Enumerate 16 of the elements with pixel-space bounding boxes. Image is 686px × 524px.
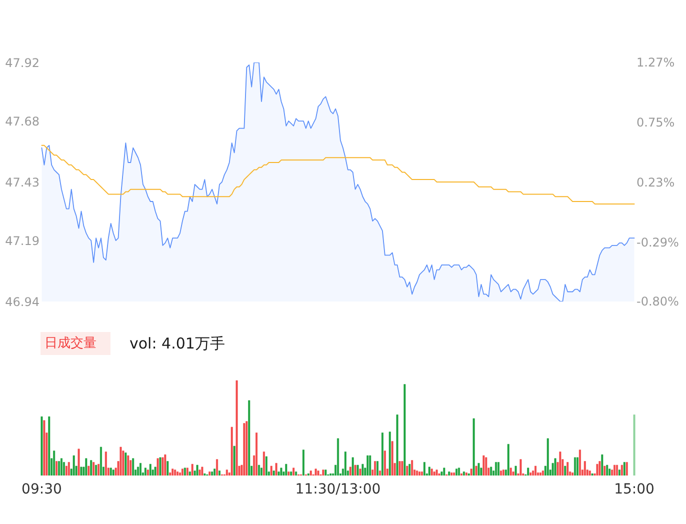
x-tick-label: 11:30/13:00 (295, 482, 381, 498)
y-tick-label: 47.19 (5, 234, 40, 248)
y-tick-label: 46.94 (5, 295, 40, 309)
y2-tick-label: 1.27% (636, 56, 675, 70)
x-tick-label: 09:30 (22, 482, 62, 498)
y2-tick-label: 0.23% (636, 176, 675, 190)
y-tick-label: 47.68 (5, 114, 40, 129)
x-tick-label: 15:00 (614, 482, 654, 498)
chart-title: 日成交量 (44, 335, 96, 351)
y-tick-label: 47.43 (5, 176, 40, 190)
y2-tick-label: -0.80% (636, 294, 679, 308)
line-series (41, 144, 635, 204)
y-tick-label: 47.92 (5, 56, 40, 70)
y2-tick-label: -0.29% (636, 236, 679, 250)
y2-tick-label: 0.75% (636, 116, 675, 130)
chart-subtitle: vol: 4.01万手 (130, 334, 225, 352)
